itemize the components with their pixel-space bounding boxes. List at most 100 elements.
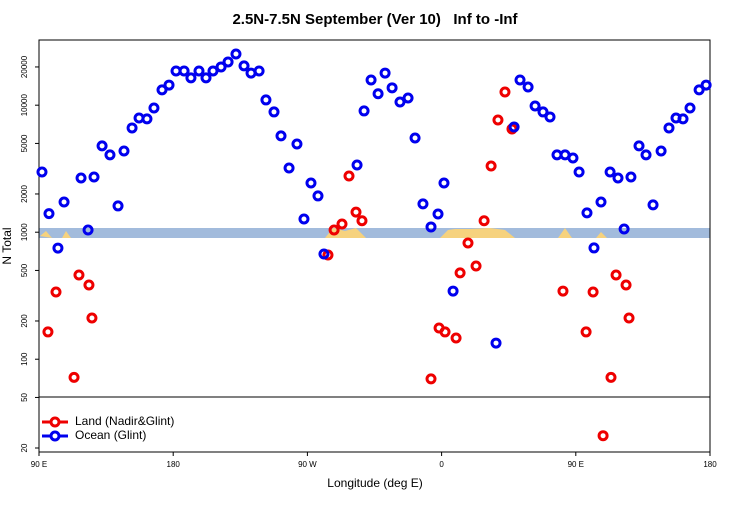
data-point xyxy=(454,267,466,279)
data-point xyxy=(522,81,534,93)
data-point xyxy=(163,79,175,91)
data-point xyxy=(529,100,541,112)
data-point xyxy=(508,121,520,133)
x-tick-label: 0 xyxy=(439,460,444,469)
x-tick-label: 180 xyxy=(167,460,181,469)
x-tick-label: 90 E xyxy=(31,460,47,469)
data-point xyxy=(82,224,94,236)
y-tick-label: 20 xyxy=(20,443,29,452)
data-point xyxy=(222,56,234,68)
data-point xyxy=(312,190,324,202)
data-point xyxy=(597,430,609,442)
data-point xyxy=(625,171,637,183)
y-tick-label: 10000 xyxy=(20,94,29,117)
data-point xyxy=(260,94,272,106)
data-point xyxy=(83,279,95,291)
data-point xyxy=(492,114,504,126)
data-point xyxy=(283,162,295,174)
data-point xyxy=(587,286,599,298)
data-point xyxy=(612,172,624,184)
data-point xyxy=(126,122,138,134)
x-axis-label: Longitude (deg E) xyxy=(327,476,422,490)
data-point xyxy=(230,48,242,60)
data-point xyxy=(86,312,98,324)
data-point xyxy=(118,145,130,157)
data-point xyxy=(386,82,398,94)
data-point xyxy=(351,159,363,171)
y-tick-label: 20000 xyxy=(20,55,29,78)
y-tick-label: 100 xyxy=(20,352,29,366)
y-tick-label: 200 xyxy=(20,314,29,328)
data-point xyxy=(478,215,490,227)
data-point xyxy=(633,140,645,152)
data-point xyxy=(425,373,437,385)
data-point xyxy=(623,312,635,324)
data-point xyxy=(610,269,622,281)
data-point xyxy=(693,84,705,96)
data-point xyxy=(409,132,421,144)
data-point xyxy=(52,242,64,254)
data-point xyxy=(425,221,437,233)
data-point xyxy=(298,213,310,225)
data-point xyxy=(75,172,87,184)
data-point xyxy=(485,160,497,172)
data-point xyxy=(379,67,391,79)
data-point xyxy=(402,92,414,104)
data-point xyxy=(291,138,303,150)
data-point xyxy=(684,102,696,114)
legend-marker xyxy=(49,430,61,442)
data-point xyxy=(588,242,600,254)
data-point xyxy=(200,72,212,84)
legend-marker xyxy=(49,416,61,428)
data-point xyxy=(700,79,712,91)
data-point xyxy=(567,152,579,164)
y-tick-label: 1000 xyxy=(20,223,29,241)
data-point xyxy=(215,61,227,73)
land-strip xyxy=(40,228,607,238)
data-point xyxy=(275,130,287,142)
y-tick-label: 5000 xyxy=(20,134,29,152)
data-point xyxy=(253,65,265,77)
data-point xyxy=(356,215,368,227)
data-point xyxy=(336,218,348,230)
data-point xyxy=(156,84,168,96)
x-tick-label: 180 xyxy=(703,460,717,469)
data-point xyxy=(350,206,362,218)
data-point xyxy=(490,337,502,349)
ocean-strip xyxy=(39,228,710,238)
y-tick-label: 50 xyxy=(20,392,29,401)
data-point xyxy=(305,177,317,189)
x-tick-label: 90 W xyxy=(298,460,317,469)
plot-frame xyxy=(38,39,711,453)
data-point xyxy=(618,223,630,235)
data-point xyxy=(96,140,108,152)
data-point xyxy=(470,260,482,272)
data-point xyxy=(537,106,549,118)
x-tick-label: 90 E xyxy=(568,460,584,469)
data-point xyxy=(68,371,80,383)
data-point xyxy=(544,111,556,123)
data-point xyxy=(432,208,444,220)
y-tick-label: 2000 xyxy=(20,185,29,203)
legend-label: Land (Nadir&Glint) xyxy=(75,414,174,428)
data-point xyxy=(372,88,384,100)
data-point xyxy=(514,74,526,86)
data-point xyxy=(50,286,62,298)
data-point xyxy=(647,199,659,211)
data-point xyxy=(36,166,48,178)
data-point xyxy=(580,326,592,338)
data-point xyxy=(439,326,451,338)
data-point xyxy=(343,170,355,182)
data-point xyxy=(447,285,459,297)
data-point xyxy=(677,113,689,125)
data-point xyxy=(178,65,190,77)
data-point xyxy=(238,60,250,72)
data-point xyxy=(88,171,100,183)
data-point xyxy=(43,208,55,220)
data-point xyxy=(141,113,153,125)
data-point xyxy=(462,237,474,249)
data-point xyxy=(328,224,340,236)
data-point xyxy=(581,207,593,219)
data-point xyxy=(604,166,616,178)
